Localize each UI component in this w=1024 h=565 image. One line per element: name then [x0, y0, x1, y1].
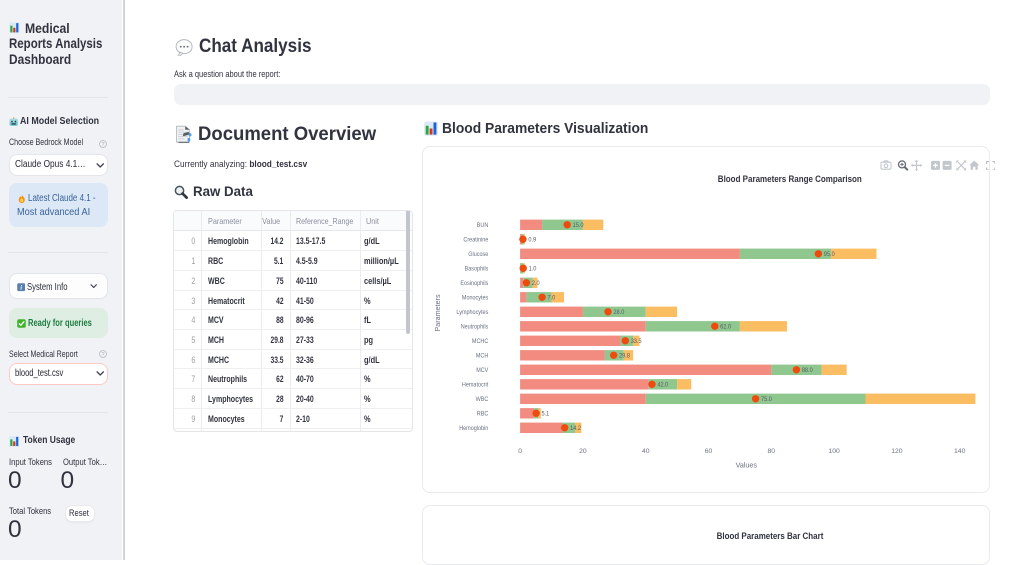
svg-text:Glucose: Glucose	[468, 251, 488, 258]
svg-text:75.0: 75.0	[761, 396, 772, 403]
svg-text:5.1: 5.1	[541, 411, 549, 418]
svg-text:80: 80	[767, 448, 775, 455]
svg-text:20: 20	[579, 448, 587, 455]
svg-text:14.2: 14.2	[570, 425, 581, 432]
svg-text:95.0: 95.0	[823, 251, 834, 258]
svg-text:7.0: 7.0	[547, 295, 555, 302]
svg-text:62.0: 62.0	[720, 324, 731, 331]
svg-text:MCHC: MCHC	[472, 338, 488, 345]
svg-text:BUN: BUN	[476, 222, 488, 229]
svg-text:120: 120	[891, 448, 903, 455]
svg-text:88.0: 88.0	[802, 367, 813, 374]
svg-text:140: 140	[954, 448, 966, 455]
svg-text:Values: Values	[735, 460, 757, 469]
svg-text:WBC: WBC	[475, 396, 488, 403]
svg-text:Lymphocytes: Lymphocytes	[456, 309, 488, 316]
svg-text:Eosinophils: Eosinophils	[460, 280, 488, 287]
svg-text:MCH: MCH	[476, 353, 488, 360]
svg-text:60: 60	[704, 448, 712, 455]
svg-text:Hemoglobin: Hemoglobin	[459, 425, 488, 432]
svg-text:33.5: 33.5	[630, 338, 641, 345]
svg-text:100: 100	[828, 448, 840, 455]
svg-text:?: ?	[102, 352, 105, 358]
svg-text:40: 40	[642, 448, 650, 455]
svg-text:MCV: MCV	[476, 367, 488, 374]
svg-text:Blood Parameters Range Compari: Blood Parameters Range Comparison	[717, 173, 861, 184]
svg-text:29.8: 29.8	[619, 353, 630, 360]
svg-text:15.0: 15.0	[572, 222, 583, 229]
svg-text:2.0: 2.0	[531, 280, 539, 287]
svg-text:42.0: 42.0	[657, 382, 668, 389]
svg-text:Hematocrit: Hematocrit	[462, 382, 488, 389]
svg-text:28.0: 28.0	[613, 309, 624, 316]
svg-text:Monocytes: Monocytes	[462, 295, 489, 302]
svg-text:1.0: 1.0	[528, 266, 536, 273]
svg-text:RBC: RBC	[476, 411, 488, 418]
svg-text:?: ?	[102, 142, 105, 148]
svg-text:0.9: 0.9	[528, 237, 536, 244]
svg-text:Creatinine: Creatinine	[463, 237, 488, 244]
svg-text:0: 0	[518, 448, 522, 455]
svg-text:Parameters: Parameters	[433, 294, 442, 332]
svg-text:i: i	[20, 285, 22, 292]
svg-text:Basophils: Basophils	[464, 266, 488, 273]
svg-text:Neutrophils: Neutrophils	[460, 324, 488, 331]
